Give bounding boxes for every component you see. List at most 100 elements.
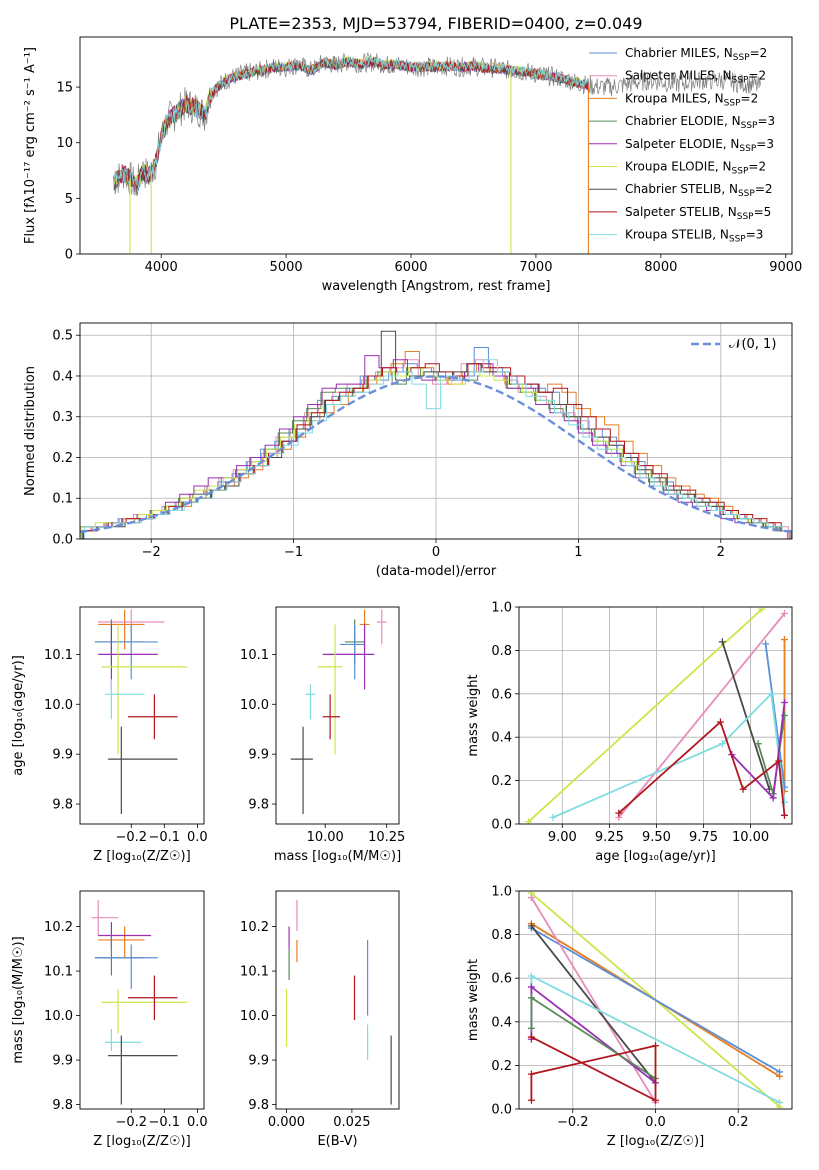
y-tick-label: 0.6	[491, 972, 512, 987]
data-marker	[527, 1096, 535, 1104]
data-marker	[527, 994, 535, 1002]
data-marker	[739, 785, 747, 793]
legend: Chabrier MILES, NSSP=2 Salpeter MILES, NS…	[589, 46, 775, 245]
panel-mass_vs_Z: −0.2 −0.1 0.0 9.8 9.9 10.0 10.1 10.2 Z [log₁₀(Z/…	[11, 890, 208, 1149]
y-tick-label: 9.9	[248, 1054, 269, 1069]
axes-frame	[79, 322, 793, 540]
x-axis-label: mass [log₁₀(M/M☉)]	[274, 849, 401, 864]
x-tick-label: 10.25	[368, 830, 405, 845]
x-tick-label: 9.75	[689, 830, 718, 845]
y-tick-label: 9.9	[52, 748, 73, 763]
y-axis-label: mass weight	[466, 959, 481, 1041]
weight-line-ChabrierMILES	[764, 643, 786, 788]
normal-curve-line	[80, 375, 792, 534]
data-marker	[718, 740, 726, 748]
model-line-ChabrierSTELIB	[113, 56, 589, 193]
legend-entry: Kroupa ELODIE, NSSP=2	[625, 160, 766, 177]
y-tick-label: 0.2	[52, 451, 73, 466]
y-tick-label: 0.0	[52, 533, 73, 548]
x-tick-label: 9.50	[642, 830, 671, 845]
data-marker	[615, 809, 623, 817]
x-tick-label: 0.000	[268, 1115, 305, 1130]
x-tick-label: −0.1	[149, 830, 181, 845]
weight-lines	[527, 891, 784, 1109]
weight-line-SalpeterELODIE	[731, 702, 786, 801]
y-axis-label: mass [log₁₀(M/M☉)]	[11, 936, 26, 1063]
x-axis-label: (data-model)/error	[376, 564, 497, 579]
data-marker	[780, 811, 788, 819]
model-line-SalpeterELODIE	[113, 56, 589, 195]
weight-line-ChabrierSTELIB	[530, 925, 657, 1084]
panel-mass_vs_ebv: 0.000 0.025 9.8 9.9 10.0 10.1 10.2 E(B-V)	[240, 890, 400, 1149]
figure-title: PLATE=2353, MJD=53794, FIBERID=0400, z=0…	[229, 14, 642, 33]
panel-age_vs_Z: −0.2 −0.1 0.0 9.8 9.9 10.0 10.1 Z [log₁₀(Z/Z☉)]…	[11, 606, 208, 864]
y-tick-label: 10.0	[240, 1009, 269, 1024]
y-axis-label: Normed distribution	[23, 366, 38, 496]
data-marker	[776, 1068, 784, 1076]
x-tick-label: 6000	[394, 260, 427, 275]
panel-residuals: −2 −1 0 1 2 0.0 0.1 0.2 0.3 0.4 0.5 (data-model)/er…	[23, 322, 793, 579]
y-tick-label: 10.1	[240, 965, 269, 980]
y-tick-label: 10.0	[240, 698, 269, 713]
x-tick-label: 0.0	[187, 830, 208, 845]
legend-entry: Salpeter ELODIE, NSSP=3	[625, 137, 774, 154]
model-line-KroupaELODIE	[113, 55, 589, 195]
axes-frame	[275, 890, 400, 1110]
y-tick-label: 0.4	[491, 731, 512, 746]
data-marker	[527, 1070, 535, 1078]
panel-weight_vs_age: 9.00 9.25 9.50 9.75 10.00 0.0 0.2 0.4 0.6 0.8 1.0 a…	[466, 601, 793, 864]
x-tick-label: 9.00	[548, 830, 577, 845]
histogram-SalpeterSTELIB	[82, 363, 792, 539]
y-tick-label: 0.2	[491, 1059, 512, 1074]
x-tick-label: −0.2	[115, 1115, 147, 1130]
axes-frame	[79, 36, 793, 255]
histogram-KroupaSTELIB	[84, 359, 792, 539]
panel-weight_vs_Z: −0.2 0.0 0.2 0.0 0.2 0.4 0.6 0.8 1.0 Z [log₁₀(Z/Z…	[466, 885, 793, 1149]
model-line-KroupaMILES	[113, 56, 589, 190]
x-tick-label: 0.2	[728, 1115, 749, 1130]
y-tick-label: 10.1	[44, 648, 73, 663]
x-tick-label: 0.025	[333, 1115, 370, 1130]
y-tick-label: 0.6	[491, 687, 512, 702]
y-tick-label: 9.9	[52, 1054, 73, 1069]
axes-frame	[79, 606, 205, 825]
y-tick-label: 0.3	[52, 410, 73, 425]
y-axis-label: Flux [fλ10⁻¹⁷ erg cm⁻² s⁻¹ A⁻¹]	[23, 47, 38, 244]
x-tick-label: 0.0	[187, 1115, 208, 1130]
x-tick-label: 1	[574, 545, 582, 560]
axes-frame	[79, 890, 205, 1110]
data-marker	[549, 813, 557, 821]
data-marker	[780, 698, 788, 706]
x-tick-label: 9.25	[595, 830, 624, 845]
weight-line-ChabrierMILES	[530, 927, 781, 1073]
data-marker	[527, 894, 535, 902]
y-axis-label: mass weight	[466, 674, 481, 756]
y-tick-label: 9.8	[248, 798, 269, 813]
x-tick-label: −2	[142, 545, 161, 560]
y-tick-label: 0.2	[491, 774, 512, 789]
x-tick-label: −0.2	[115, 830, 147, 845]
model-line-ChabrierELODIE	[113, 56, 589, 197]
data-marker	[527, 1033, 535, 1041]
data-marker	[769, 794, 777, 802]
x-tick-label: 2	[717, 545, 725, 560]
y-tick-label: 1.0	[491, 885, 512, 900]
legend-entry: Chabrier MILES, NSSP=2	[625, 46, 767, 63]
y-tick-label: 0	[65, 248, 73, 263]
data-marker	[718, 638, 726, 646]
data-marker	[716, 718, 724, 726]
model-line-SalpeterSTELIB	[113, 58, 589, 189]
data-marker	[775, 757, 783, 765]
x-tick-label: −0.2	[557, 1115, 589, 1130]
x-axis-label: E(B-V)	[317, 1134, 357, 1149]
data-marker	[524, 818, 532, 824]
weight-line-ChabrierSTELIB	[721, 641, 771, 790]
y-tick-label: 15	[56, 81, 73, 96]
legend-entry: Salpeter STELIB, NSSP=5	[625, 205, 771, 222]
y-tick-label: 10.2	[44, 920, 73, 935]
histogram-ChabrierELODIE	[80, 367, 792, 539]
data-marker	[762, 640, 770, 648]
y-tick-label: 5	[65, 192, 73, 207]
y-tick-label: 0.8	[491, 644, 512, 659]
